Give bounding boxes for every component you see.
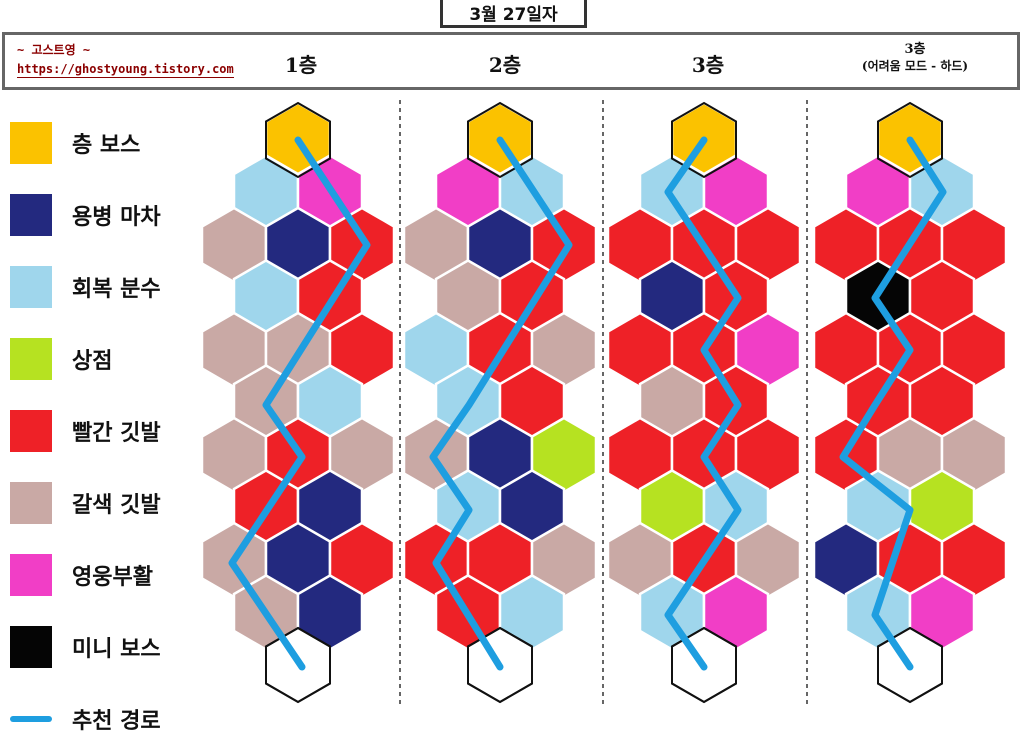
recommended-route-line <box>429 136 573 671</box>
start-tile-outline <box>467 626 533 704</box>
legend-label: 추천 경로 <box>72 708 161 734</box>
legend-item-route: 추천 경로 <box>10 698 190 740</box>
blue-line-icon <box>10 716 52 722</box>
red-square-icon <box>10 410 52 452</box>
legend-item-red-flag: 빨간 깃발 <box>10 410 190 452</box>
floor-title-3-hard-sub: (어려움 모드 - 하드) <box>861 59 969 73</box>
legend-item-miniboss: 미니 보스 <box>10 626 190 668</box>
floor-title-3: 3층 <box>691 53 725 77</box>
header-bar: ~ 고스트영 ~ https://ghostyoung.tistory.com … <box>2 32 1020 90</box>
recommended-route-line <box>839 136 947 671</box>
recommended-route-line <box>664 136 742 671</box>
floor-title-2: 2층 <box>488 53 522 77</box>
lightblue-square-icon <box>10 266 52 308</box>
boss-tile-outline <box>467 101 533 179</box>
date-label: 3월 27일자 <box>440 0 587 28</box>
pink-square-icon <box>10 554 52 596</box>
start-tile-outline <box>671 626 737 704</box>
start-tile-outline <box>877 626 943 704</box>
black-square-icon <box>10 626 52 668</box>
legend-label: 상점 <box>72 348 113 374</box>
green-square-icon <box>10 338 52 380</box>
brand-url-link[interactable]: https://ghostyoung.tistory.com <box>17 62 234 78</box>
legend-label: 용병 마차 <box>72 204 161 230</box>
legend-item-brown-flag: 갈색 깃발 <box>10 482 190 524</box>
legend-item-shop: 상점 <box>10 338 190 380</box>
floor-map-2 <box>402 101 598 704</box>
legend-label: 빨간 깃발 <box>72 420 161 446</box>
boss-tile-outline <box>671 101 737 179</box>
yellow-square-icon <box>10 122 52 164</box>
floor-map-4 <box>812 101 1008 704</box>
brand-block: ~ 고스트영 ~ https://ghostyoung.tistory.com <box>17 41 234 78</box>
recommended-route-line <box>228 136 371 671</box>
boss-tile-outline <box>265 101 331 179</box>
floor-map-3 <box>606 101 802 704</box>
legend-item-boss: 층 보스 <box>10 122 190 164</box>
floor-title-3-hard: 3층 (어려움 모드 - 하드) <box>862 38 968 74</box>
start-tile-outline <box>265 626 331 704</box>
boss-tile-outline <box>877 101 943 179</box>
floor-map-1 <box>200 101 396 704</box>
floor-title-3-hard-main: 3층 <box>904 42 926 57</box>
legend-label: 갈색 깃발 <box>72 492 161 518</box>
navy-square-icon <box>10 194 52 236</box>
legend-label: 층 보스 <box>72 132 141 158</box>
legend-item-revive: 영웅부활 <box>10 554 190 596</box>
legend-label: 미니 보스 <box>72 636 161 662</box>
floor-title-1: 1층 <box>284 53 318 77</box>
legend-label: 회복 분수 <box>72 276 161 302</box>
legend-label: 영웅부활 <box>72 564 153 590</box>
legend-item-mercenary: 용병 마차 <box>10 194 190 236</box>
brand-name: ~ 고스트영 ~ <box>17 43 91 57</box>
legend-item-fountain: 회복 분수 <box>10 266 190 308</box>
brown-square-icon <box>10 482 52 524</box>
